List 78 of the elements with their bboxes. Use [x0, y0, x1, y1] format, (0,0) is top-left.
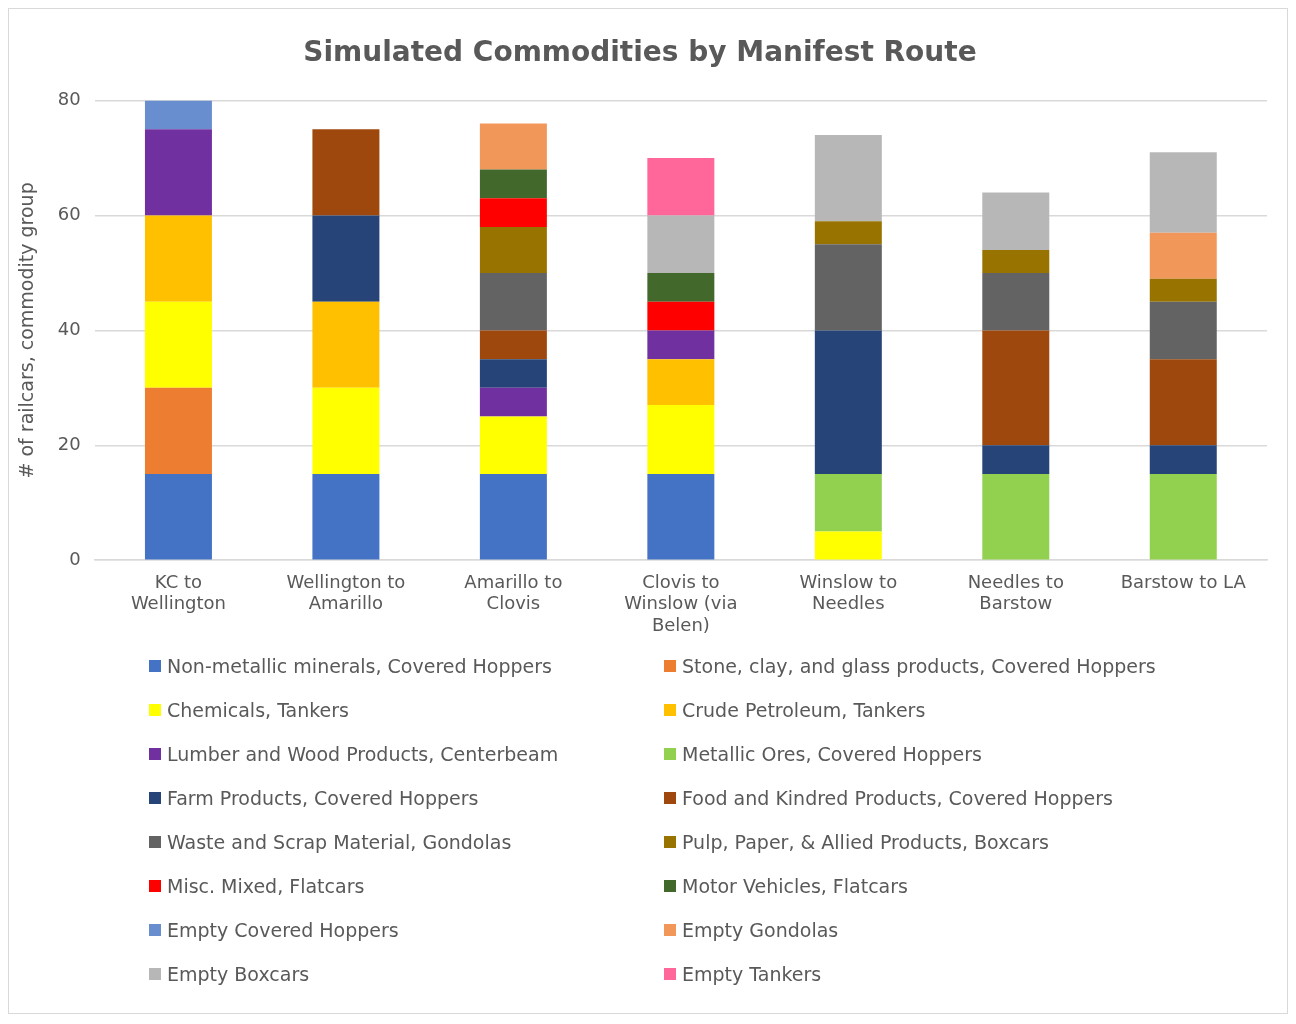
legend-label: Non-metallic minerals, Covered Hoppers: [167, 655, 553, 677]
bar: [312, 129, 380, 216]
bar: [982, 192, 1050, 250]
bar: [814, 330, 882, 475]
legend-label: Motor Vehicles, Flatcars: [682, 875, 908, 897]
x-tick-label: KC to Wellington: [130, 570, 227, 614]
bar: [312, 387, 380, 475]
bar: [647, 359, 715, 406]
x-tick-label: Needles to Barstow: [967, 570, 1064, 614]
legend-label: Misc. Mixed, Flatcars: [167, 875, 365, 897]
legend-label: Chemicals, Tankers: [167, 699, 350, 721]
bar: [312, 301, 380, 388]
bar: [1149, 474, 1217, 560]
bar: [814, 474, 882, 532]
legend-label: Empty Gondolas: [682, 919, 839, 941]
y-axis-title: # of railcars, commodity group: [15, 182, 38, 479]
bar: [479, 416, 547, 475]
bar: [982, 249, 1050, 273]
bar: [814, 531, 882, 560]
bar: [982, 445, 1050, 475]
bar: [479, 474, 547, 560]
legend-label: Waste and Scrap Material, Gondolas: [167, 831, 512, 853]
bar: [1149, 445, 1217, 475]
bar: [647, 330, 715, 360]
legend-label: Farm Products, Covered Hoppers: [167, 787, 479, 809]
bar: [647, 158, 715, 216]
bar: [982, 474, 1050, 560]
bar: [479, 387, 547, 417]
x-tick-label: Winslow to Needles: [799, 570, 898, 614]
chart-title: Simulated Commodities by Manifest Route: [303, 35, 977, 69]
bar: [982, 330, 1050, 446]
bar: [144, 474, 212, 560]
bar: [479, 123, 547, 170]
legend-label: Empty Tankers: [682, 963, 822, 985]
bar: [647, 301, 715, 331]
bar: [982, 272, 1050, 331]
bar: [479, 198, 547, 227]
legend-label: Empty Covered Hoppers: [167, 919, 399, 941]
bar: [647, 474, 715, 560]
x-tick-label: Wellington to Amarillo: [286, 570, 406, 614]
bar: [144, 100, 212, 130]
y-tick-label: 80: [57, 88, 81, 110]
bar: [479, 330, 547, 360]
y-tick-label: 0: [69, 547, 81, 569]
bar: [312, 215, 380, 302]
legend-label: Empty Boxcars: [167, 963, 310, 985]
bar: [814, 221, 882, 245]
legend-label: Metallic Ores, Covered Hoppers: [682, 743, 982, 765]
x-tick-label: Barstow to LA: [1120, 570, 1247, 592]
bar: [479, 359, 547, 388]
legend-label: Crude Petroleum, Tankers: [682, 699, 926, 721]
bar: [144, 387, 212, 475]
bar: [647, 272, 715, 302]
y-tick-label: 60: [57, 203, 81, 225]
legend-label: Lumber and Wood Products, Centerbeam: [167, 743, 559, 765]
bar: [1149, 301, 1217, 360]
y-tick-label: 40: [57, 318, 81, 340]
bar: [1149, 359, 1217, 446]
y-tick-label: 20: [57, 432, 81, 454]
bar: [144, 301, 212, 388]
bar: [479, 169, 547, 199]
legend-label: Pulp, Paper, & Allied Products, Boxcars: [682, 831, 1049, 853]
bar: [1149, 232, 1217, 279]
bar: [144, 215, 212, 302]
legend-label: Food and Kindred Products, Covered Hoppers: [682, 787, 1113, 809]
bar: [814, 244, 882, 331]
bar: [479, 272, 547, 331]
bar: [647, 405, 715, 475]
x-tick-label: Amarillo to Clovis: [464, 570, 563, 614]
legend-label: Stone, clay, and glass products, Covered Hoppers: [682, 655, 1156, 677]
bar: [312, 474, 380, 560]
bar: [479, 226, 547, 273]
bar: [144, 129, 212, 216]
bar: [647, 215, 715, 273]
bar: [1149, 278, 1217, 302]
bar: [1149, 152, 1217, 233]
x-tick-label: Clovis to Winslow (via Belen): [624, 570, 738, 635]
bar: [814, 135, 882, 222]
